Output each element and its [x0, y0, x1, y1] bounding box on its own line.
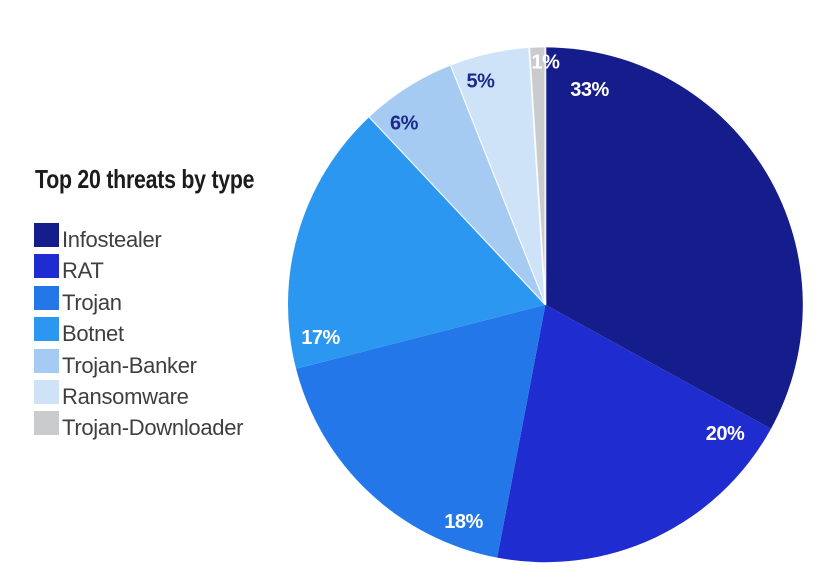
svg-text:18%: 18% — [444, 511, 483, 533]
svg-text:6%: 6% — [390, 113, 419, 135]
svg-text:33%: 33% — [570, 79, 609, 101]
svg-text:20%: 20% — [706, 423, 745, 445]
svg-text:5%: 5% — [467, 71, 496, 93]
svg-text:17%: 17% — [301, 327, 340, 349]
svg-text:1%: 1% — [532, 52, 561, 74]
